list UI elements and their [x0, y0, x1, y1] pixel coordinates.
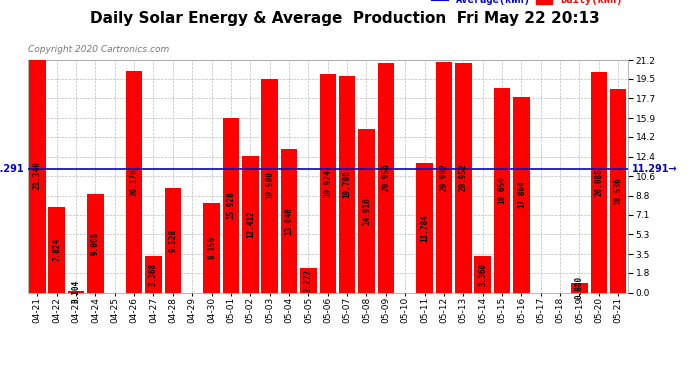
Text: Copyright 2020 Cartronics.com: Copyright 2020 Cartronics.com [28, 45, 169, 54]
Bar [126, 71, 142, 292]
Text: 19.500: 19.500 [265, 172, 274, 200]
Bar [513, 97, 530, 292]
Bar [48, 207, 65, 292]
Text: ↑11.291: ↑11.291 [0, 164, 23, 174]
Bar [204, 203, 220, 292]
Text: 9.528: 9.528 [168, 229, 177, 252]
Text: 14.916: 14.916 [362, 197, 371, 225]
Bar [475, 256, 491, 292]
Bar [339, 76, 355, 292]
Bar [281, 150, 297, 292]
Text: 0.104: 0.104 [72, 280, 81, 303]
Text: 20.992: 20.992 [440, 164, 449, 191]
Bar [494, 88, 511, 292]
Text: 21.340: 21.340 [33, 162, 42, 189]
Text: Daily Solar Energy & Average  Production  Fri May 22 20:13: Daily Solar Energy & Average Production … [90, 11, 600, 26]
Text: 19.924: 19.924 [323, 170, 333, 197]
Text: 13.040: 13.040 [284, 207, 293, 235]
Text: 20.952: 20.952 [459, 164, 468, 192]
Text: 18.656: 18.656 [497, 176, 506, 204]
Text: 3.360: 3.360 [478, 262, 487, 286]
Bar [29, 58, 46, 292]
Text: 8.156: 8.156 [207, 236, 216, 260]
Bar [223, 118, 239, 292]
Bar [455, 63, 471, 292]
Text: 3.368: 3.368 [149, 262, 158, 286]
Text: 18.536: 18.536 [613, 177, 622, 205]
Text: 7.824: 7.824 [52, 238, 61, 261]
Bar [358, 129, 375, 292]
Bar [377, 63, 394, 292]
Text: 9.008: 9.008 [91, 231, 100, 255]
Bar [87, 194, 104, 292]
Text: 12.412: 12.412 [246, 211, 255, 238]
Text: 19.780: 19.780 [343, 170, 352, 198]
Text: 15.928: 15.928 [226, 191, 235, 219]
Bar [165, 188, 181, 292]
Text: 20.956: 20.956 [382, 164, 391, 192]
Bar [435, 62, 452, 292]
Bar [591, 72, 607, 292]
Text: 20.088: 20.088 [594, 168, 603, 196]
Bar [300, 268, 317, 292]
Bar [145, 256, 161, 292]
Text: 11.291→: 11.291→ [632, 164, 678, 174]
Legend: Average(kWh), Daily(kWh): Average(kWh), Daily(kWh) [432, 0, 622, 6]
Bar [319, 74, 336, 292]
Text: 11.784: 11.784 [420, 214, 429, 242]
Bar [416, 163, 433, 292]
Bar [68, 291, 84, 292]
Text: 20.176: 20.176 [130, 168, 139, 196]
Text: 0.880: 0.880 [575, 276, 584, 299]
Text: 17.864: 17.864 [517, 181, 526, 209]
Bar [610, 89, 627, 292]
Bar [242, 156, 259, 292]
Bar [571, 283, 588, 292]
Text: 2.272: 2.272 [304, 268, 313, 292]
Bar [262, 79, 278, 292]
